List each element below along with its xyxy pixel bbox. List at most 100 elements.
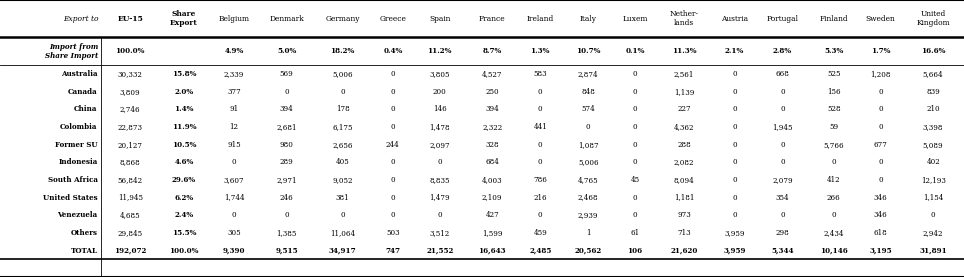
Text: 2,656: 2,656 (333, 141, 353, 149)
Text: 11.2%: 11.2% (428, 47, 452, 55)
Text: Indonesia: Indonesia (58, 158, 97, 166)
Text: 22,873: 22,873 (118, 123, 143, 131)
Text: 0: 0 (438, 211, 442, 219)
Text: 0: 0 (390, 194, 395, 202)
Text: 5,766: 5,766 (823, 141, 844, 149)
Text: 2,322: 2,322 (482, 123, 502, 131)
Text: 12: 12 (229, 123, 239, 131)
Text: 61: 61 (630, 229, 640, 237)
Text: 3,959: 3,959 (723, 247, 746, 255)
Text: 1,181: 1,181 (674, 194, 694, 202)
Text: 6.2%: 6.2% (174, 194, 194, 202)
Text: 0: 0 (878, 123, 883, 131)
Text: Colombia: Colombia (60, 123, 97, 131)
Text: 0: 0 (390, 105, 395, 113)
Text: Ireland: Ireland (526, 14, 554, 22)
Text: 980: 980 (280, 141, 294, 149)
Text: 106: 106 (628, 247, 643, 255)
Text: 0: 0 (390, 211, 395, 219)
Text: Others: Others (70, 229, 97, 237)
Text: 9,052: 9,052 (333, 176, 353, 184)
Text: 298: 298 (775, 229, 790, 237)
Text: 2.1%: 2.1% (725, 47, 744, 55)
Text: 20,127: 20,127 (118, 141, 143, 149)
Text: 405: 405 (335, 158, 350, 166)
Text: 0: 0 (390, 70, 395, 78)
Text: 2,971: 2,971 (277, 176, 297, 184)
Text: 289: 289 (280, 158, 294, 166)
Text: Germany: Germany (326, 14, 360, 22)
Text: 0: 0 (732, 123, 736, 131)
Text: 0: 0 (231, 211, 236, 219)
Text: 2,561: 2,561 (674, 70, 694, 78)
Text: 21,552: 21,552 (426, 247, 453, 255)
Text: France: France (479, 14, 505, 22)
Text: Portugal: Portugal (766, 14, 798, 22)
Text: 0: 0 (878, 88, 883, 96)
Text: Export to: Export to (63, 14, 98, 22)
Text: 29.6%: 29.6% (172, 176, 196, 184)
Text: 1,208: 1,208 (870, 70, 891, 78)
Text: Italy: Italy (579, 14, 597, 22)
Text: 0: 0 (586, 123, 591, 131)
Text: 5,344: 5,344 (771, 247, 793, 255)
Text: 2.0%: 2.0% (174, 88, 194, 96)
Text: 0: 0 (832, 211, 836, 219)
Text: 266: 266 (827, 194, 841, 202)
Text: TOTAL: TOTAL (70, 247, 97, 255)
Text: 848: 848 (581, 88, 595, 96)
Text: 34,917: 34,917 (329, 247, 357, 255)
Text: 9,515: 9,515 (276, 247, 298, 255)
Text: 2,746: 2,746 (120, 105, 141, 113)
Text: 0: 0 (340, 211, 345, 219)
Text: 0: 0 (878, 105, 883, 113)
Text: 3,398: 3,398 (923, 123, 944, 131)
Text: Australia: Australia (61, 70, 97, 78)
Text: 459: 459 (533, 229, 548, 237)
Text: 216: 216 (533, 194, 547, 202)
Text: 20,562: 20,562 (575, 247, 602, 255)
Text: 377: 377 (228, 88, 241, 96)
Text: 0: 0 (780, 88, 785, 96)
Text: 328: 328 (486, 141, 499, 149)
Text: 441: 441 (533, 123, 548, 131)
Text: EU-15: EU-15 (118, 14, 143, 22)
Text: 15.8%: 15.8% (172, 70, 196, 78)
Text: Former SU: Former SU (55, 141, 97, 149)
Text: 0: 0 (632, 105, 637, 113)
Text: 200: 200 (433, 88, 446, 96)
Text: 0: 0 (732, 211, 736, 219)
Text: United
Kingdom: United Kingdom (917, 10, 951, 27)
Text: 5.0%: 5.0% (277, 47, 296, 55)
Text: 8.7%: 8.7% (483, 47, 502, 55)
Text: 4.9%: 4.9% (225, 47, 244, 55)
Text: 0: 0 (231, 158, 236, 166)
Text: 288: 288 (678, 141, 691, 149)
Text: 0: 0 (284, 211, 289, 219)
Text: 305: 305 (228, 229, 241, 237)
Text: 146: 146 (433, 105, 446, 113)
Text: 3,809: 3,809 (120, 88, 141, 96)
Text: 973: 973 (678, 211, 691, 219)
Text: 0: 0 (538, 211, 543, 219)
Text: 2,485: 2,485 (529, 247, 551, 255)
Text: 0: 0 (780, 141, 785, 149)
Text: 4,685: 4,685 (120, 211, 141, 219)
Text: Greece: Greece (380, 14, 407, 22)
Text: 2,082: 2,082 (674, 158, 694, 166)
Text: 0: 0 (732, 176, 736, 184)
Text: Austria: Austria (721, 14, 748, 22)
Text: 569: 569 (280, 70, 294, 78)
Text: United States: United States (43, 194, 97, 202)
Text: 0: 0 (780, 158, 785, 166)
Text: 503: 503 (387, 229, 400, 237)
Text: 1.3%: 1.3% (530, 47, 549, 55)
Text: 15.5%: 15.5% (172, 229, 196, 237)
Text: 246: 246 (280, 194, 294, 202)
Text: 227: 227 (678, 105, 691, 113)
Text: 0: 0 (632, 70, 637, 78)
Text: 0: 0 (632, 123, 637, 131)
Text: 2,468: 2,468 (577, 194, 599, 202)
Text: 3,805: 3,805 (430, 70, 450, 78)
Text: 0: 0 (931, 211, 935, 219)
